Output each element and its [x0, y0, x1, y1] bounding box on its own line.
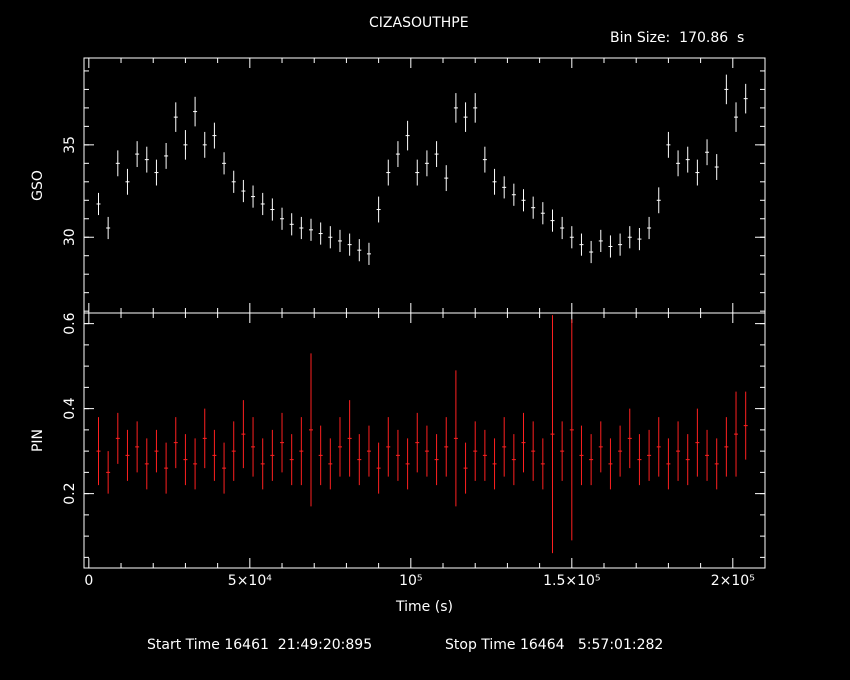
start-time-label: Start Time 16461 21:49:20:895: [147, 637, 373, 653]
y-tick-label: 0.4: [62, 397, 78, 419]
y-tick-label: 0.6: [62, 312, 78, 334]
x-tick-label: 10⁵: [399, 573, 422, 589]
stop-time-label: Stop Time 16464 5:57:01:282: [445, 637, 664, 653]
x-tick-label: 0: [84, 573, 93, 589]
x-tick-label: 5×10⁴: [228, 573, 272, 589]
y-tick-label: 0.2: [62, 482, 78, 504]
bottom-panel-frame: [83, 312, 766, 569]
x-tick-label: 1.5×10⁵: [543, 573, 600, 589]
y-tick-label: 35: [62, 136, 78, 154]
top-data-series: [96, 74, 748, 265]
x-tick-label: 2×10⁵: [711, 573, 755, 589]
bin-size-label: Bin Size: 170.86 s: [610, 30, 745, 46]
x-axis-label: Time (s): [395, 599, 453, 615]
top-y-axis-label: GSO: [30, 170, 46, 201]
bottom-y-axis-label: PIN: [30, 429, 46, 452]
chart-title: CIZASOUTHPE: [369, 15, 469, 31]
bottom-data-series: [96, 315, 748, 554]
top-panel-frame: [83, 57, 766, 314]
y-tick-label: 30: [62, 228, 78, 246]
